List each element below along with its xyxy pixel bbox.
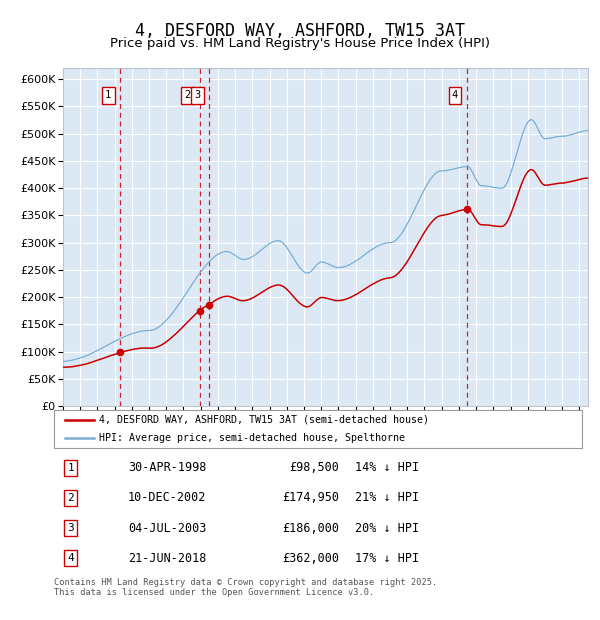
Text: 04-JUL-2003: 04-JUL-2003 (128, 521, 206, 534)
Text: 10-DEC-2002: 10-DEC-2002 (128, 492, 206, 505)
Text: £174,950: £174,950 (282, 492, 339, 505)
Text: 30-APR-1998: 30-APR-1998 (128, 461, 206, 474)
Text: 4: 4 (452, 91, 458, 100)
Text: 4: 4 (68, 554, 74, 564)
Text: 20% ↓ HPI: 20% ↓ HPI (355, 521, 419, 534)
Text: Contains HM Land Registry data © Crown copyright and database right 2025.
This d: Contains HM Land Registry data © Crown c… (54, 578, 437, 597)
Text: 2: 2 (184, 91, 191, 100)
Text: 21% ↓ HPI: 21% ↓ HPI (355, 492, 419, 505)
Text: Price paid vs. HM Land Registry's House Price Index (HPI): Price paid vs. HM Land Registry's House … (110, 37, 490, 50)
Text: 21-JUN-2018: 21-JUN-2018 (128, 552, 206, 565)
Text: 1: 1 (68, 463, 74, 472)
Text: £362,000: £362,000 (282, 552, 339, 565)
Text: 17% ↓ HPI: 17% ↓ HPI (355, 552, 419, 565)
Text: 3: 3 (68, 523, 74, 533)
Text: HPI: Average price, semi-detached house, Spelthorne: HPI: Average price, semi-detached house,… (99, 433, 405, 443)
FancyBboxPatch shape (54, 410, 582, 448)
Text: 14% ↓ HPI: 14% ↓ HPI (355, 461, 419, 474)
Text: 4, DESFORD WAY, ASHFORD, TW15 3AT: 4, DESFORD WAY, ASHFORD, TW15 3AT (135, 22, 465, 40)
Text: £186,000: £186,000 (282, 521, 339, 534)
Text: 3: 3 (194, 91, 200, 100)
Text: £98,500: £98,500 (289, 461, 339, 474)
Text: 2: 2 (68, 493, 74, 503)
Text: 4, DESFORD WAY, ASHFORD, TW15 3AT (semi-detached house): 4, DESFORD WAY, ASHFORD, TW15 3AT (semi-… (99, 415, 429, 425)
Text: 1: 1 (105, 91, 112, 100)
